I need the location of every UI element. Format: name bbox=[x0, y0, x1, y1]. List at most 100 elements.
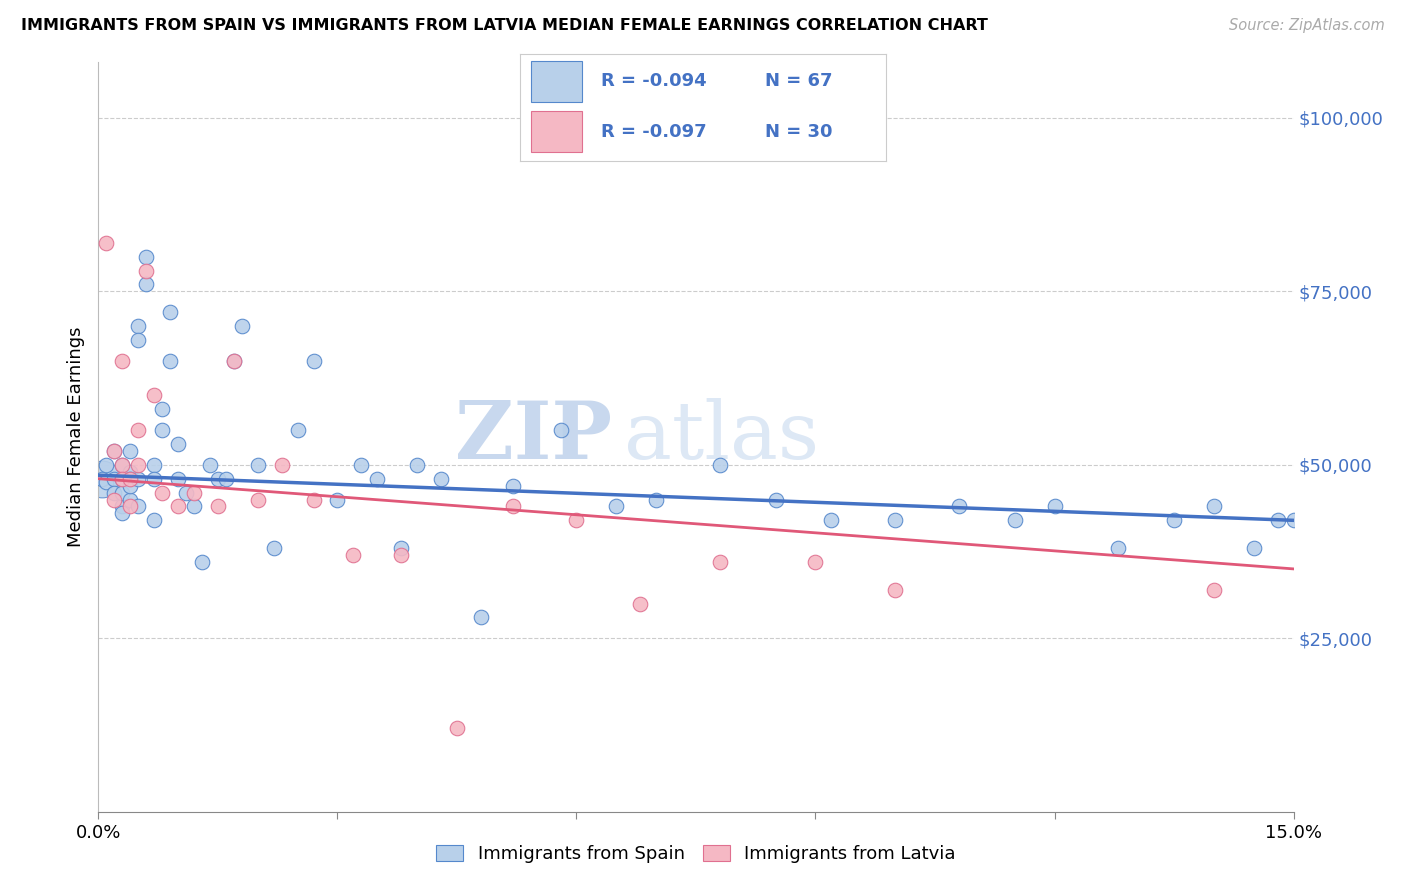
Text: R = -0.097: R = -0.097 bbox=[600, 123, 706, 141]
Point bbox=[502, 500, 524, 514]
Point bbox=[326, 492, 349, 507]
Point bbox=[709, 458, 731, 472]
Point bbox=[111, 458, 134, 472]
Text: Source: ZipAtlas.com: Source: ZipAtlas.com bbox=[1229, 18, 1385, 33]
Point bbox=[884, 582, 907, 597]
Point bbox=[215, 472, 238, 486]
Point bbox=[1202, 582, 1225, 597]
Point bbox=[342, 548, 364, 562]
Point bbox=[628, 597, 651, 611]
Point bbox=[207, 472, 229, 486]
Point bbox=[111, 353, 134, 368]
Point bbox=[1282, 513, 1305, 527]
Point bbox=[120, 472, 142, 486]
Point bbox=[111, 500, 134, 514]
Legend: Immigrants from Spain, Immigrants from Latvia: Immigrants from Spain, Immigrants from L… bbox=[429, 838, 963, 870]
Point bbox=[1163, 513, 1185, 527]
Point bbox=[470, 610, 492, 624]
Point bbox=[127, 319, 149, 334]
Text: N = 30: N = 30 bbox=[765, 123, 832, 141]
Point bbox=[143, 458, 166, 472]
Point bbox=[246, 458, 269, 472]
Point bbox=[143, 513, 166, 527]
Point bbox=[191, 555, 214, 569]
Point bbox=[111, 507, 134, 521]
Point bbox=[135, 263, 157, 277]
Point bbox=[1267, 513, 1289, 527]
Point bbox=[820, 513, 842, 527]
Point bbox=[804, 555, 827, 569]
Point bbox=[127, 423, 149, 437]
Point bbox=[350, 458, 373, 472]
FancyBboxPatch shape bbox=[531, 61, 582, 102]
Point bbox=[231, 319, 253, 334]
Point bbox=[287, 423, 309, 437]
Point bbox=[1202, 500, 1225, 514]
Point bbox=[150, 402, 173, 417]
Point bbox=[207, 500, 229, 514]
Point bbox=[302, 492, 325, 507]
Point bbox=[159, 305, 181, 319]
Point bbox=[167, 437, 190, 451]
Point bbox=[270, 458, 292, 472]
Point bbox=[1243, 541, 1265, 555]
Point bbox=[246, 492, 269, 507]
Point bbox=[1004, 513, 1026, 527]
Point bbox=[120, 478, 142, 492]
Point bbox=[502, 478, 524, 492]
Point bbox=[406, 458, 429, 472]
Point bbox=[222, 353, 245, 368]
Point bbox=[143, 472, 166, 486]
Point bbox=[120, 472, 142, 486]
Point bbox=[150, 485, 173, 500]
Point bbox=[96, 475, 118, 490]
Point bbox=[127, 500, 149, 514]
Point bbox=[645, 492, 668, 507]
Point bbox=[565, 513, 588, 527]
Point bbox=[167, 500, 190, 514]
Point bbox=[103, 472, 125, 486]
Point bbox=[103, 485, 125, 500]
Point bbox=[120, 444, 142, 458]
Point bbox=[765, 492, 787, 507]
Point bbox=[183, 485, 205, 500]
Text: atlas: atlas bbox=[624, 398, 820, 476]
Point bbox=[135, 277, 157, 292]
Point bbox=[430, 472, 453, 486]
Y-axis label: Median Female Earnings: Median Female Earnings bbox=[66, 326, 84, 548]
Point bbox=[550, 423, 572, 437]
Point bbox=[183, 500, 205, 514]
Point bbox=[127, 333, 149, 347]
Point bbox=[389, 548, 412, 562]
Point bbox=[103, 492, 125, 507]
Point bbox=[103, 444, 125, 458]
Point bbox=[222, 353, 245, 368]
Point bbox=[96, 458, 118, 472]
Text: ZIP: ZIP bbox=[456, 398, 613, 476]
Point bbox=[111, 472, 134, 486]
Point bbox=[159, 353, 181, 368]
Point bbox=[91, 472, 114, 486]
FancyBboxPatch shape bbox=[531, 112, 582, 152]
Text: R = -0.094: R = -0.094 bbox=[600, 72, 706, 90]
Point bbox=[948, 500, 970, 514]
Point bbox=[366, 472, 388, 486]
Point bbox=[263, 541, 285, 555]
Point bbox=[143, 388, 166, 402]
Point bbox=[120, 465, 142, 479]
Point bbox=[302, 353, 325, 368]
Point bbox=[389, 541, 412, 555]
Point bbox=[174, 485, 197, 500]
Point bbox=[135, 250, 157, 264]
Point bbox=[120, 492, 142, 507]
Point bbox=[120, 500, 142, 514]
Point bbox=[446, 722, 468, 736]
Point bbox=[111, 472, 134, 486]
Point bbox=[111, 485, 134, 500]
Point bbox=[709, 555, 731, 569]
Point bbox=[103, 444, 125, 458]
Point bbox=[884, 513, 907, 527]
Point bbox=[150, 423, 173, 437]
Point bbox=[198, 458, 221, 472]
Point bbox=[127, 458, 149, 472]
